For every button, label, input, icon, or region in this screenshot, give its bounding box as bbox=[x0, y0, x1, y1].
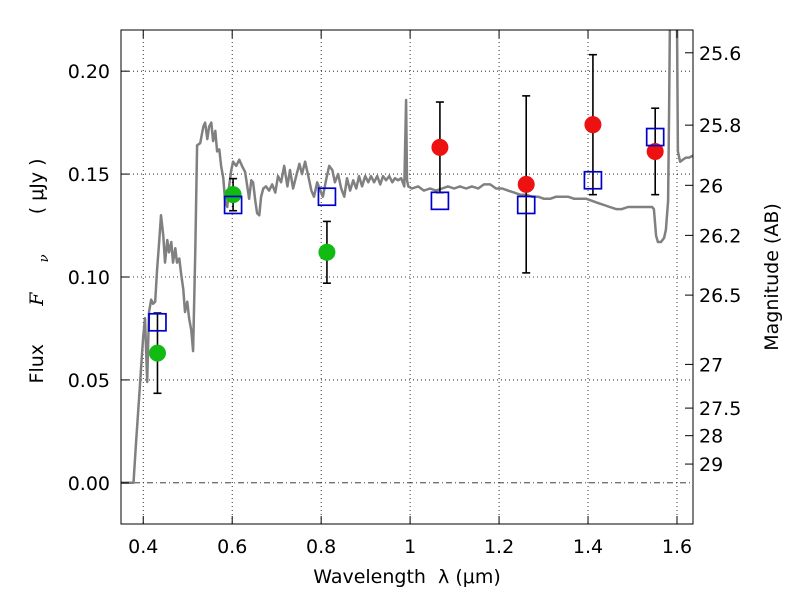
x-axis-label: Wavelength λ (μm) bbox=[313, 566, 501, 588]
observed-flux-point bbox=[584, 116, 602, 134]
x-tick-label: 0.8 bbox=[306, 536, 336, 558]
magnitude-tick-label: 26.2 bbox=[699, 225, 741, 247]
magnitude-tick-label: 25.6 bbox=[699, 43, 741, 65]
x-tick-label: 0.4 bbox=[128, 536, 158, 558]
magnitude-tick-label: 26 bbox=[699, 175, 723, 197]
y-axis-label-subscript: ν bbox=[37, 254, 52, 262]
y-axis-label-text: Flux bbox=[26, 344, 48, 384]
magnitude-tick-label: 25.8 bbox=[699, 115, 741, 137]
y-tick-label: 0.05 bbox=[68, 370, 110, 392]
model-flux-square bbox=[516, 195, 536, 215]
model-spectrum-line bbox=[121, 30, 693, 485]
y-tick-label: 0.10 bbox=[68, 267, 110, 289]
y-tick-label: 0.15 bbox=[68, 164, 110, 186]
magnitude-tick-label: 26.5 bbox=[699, 285, 741, 307]
y-tick-label: 0.00 bbox=[68, 473, 110, 495]
right-axis-label: Magnitude (AB) bbox=[761, 203, 783, 351]
ticks-layer: 0.4 0.6 0.8 1 1.2 1.4 1.6 0.00 0.05 0.10 0.15 0.20 2… bbox=[68, 30, 741, 558]
grid-layer bbox=[121, 30, 693, 524]
x-tick-label: 1.2 bbox=[484, 536, 514, 558]
observed-flux-point bbox=[646, 142, 664, 160]
observed-flux-point bbox=[431, 138, 449, 156]
x-tick-label: 0.6 bbox=[217, 536, 247, 558]
model-flux-square bbox=[645, 127, 665, 147]
observed-flux-point bbox=[224, 186, 242, 204]
y-tick-label: 0.20 bbox=[68, 61, 110, 83]
model-flux-square bbox=[430, 191, 450, 211]
y-axis-label-symbol: F bbox=[26, 292, 48, 307]
magnitude-tick-label: 27.5 bbox=[699, 398, 741, 420]
model-flux-square bbox=[223, 195, 243, 215]
y-axis-label-unit: ( μJy ) bbox=[26, 158, 48, 214]
model-flux-square bbox=[148, 312, 167, 332]
observed-flux-point bbox=[318, 243, 336, 261]
observed-flux-point bbox=[148, 344, 166, 362]
magnitude-tick-label: 29 bbox=[699, 454, 723, 476]
model-flux-square bbox=[317, 187, 337, 207]
y-axis-label: Flux F ν ( μJy ) bbox=[26, 140, 53, 413]
data-layer bbox=[121, 30, 693, 485]
x-tick-label: 1.6 bbox=[662, 536, 692, 558]
model-flux-square bbox=[583, 170, 603, 190]
observed-flux-point bbox=[517, 175, 535, 193]
magnitude-tick-label: 28 bbox=[699, 426, 723, 448]
x-tick-label: 1 bbox=[404, 536, 416, 558]
x-tick-label: 1.4 bbox=[573, 536, 603, 558]
magnitude-tick-label: 27 bbox=[699, 354, 723, 376]
